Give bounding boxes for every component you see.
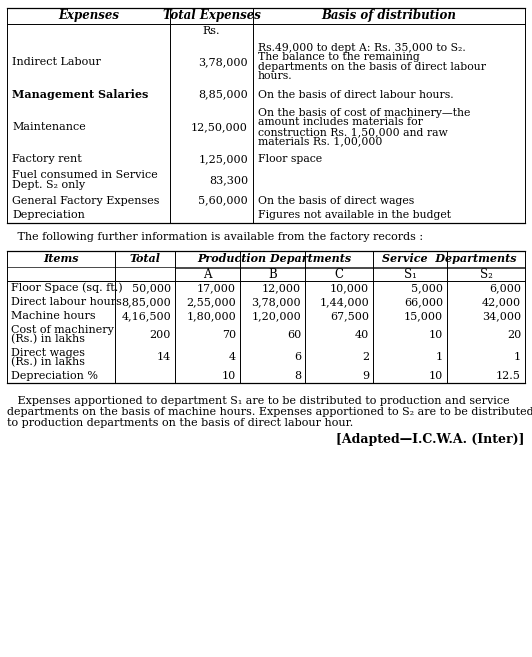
Text: 15,000: 15,000 bbox=[404, 311, 443, 321]
Text: 200: 200 bbox=[149, 330, 171, 340]
Text: On the basis of cost of machinery—the: On the basis of cost of machinery—the bbox=[258, 108, 470, 118]
Text: (Rs.) in lakhs: (Rs.) in lakhs bbox=[11, 357, 85, 367]
Text: 10: 10 bbox=[429, 330, 443, 340]
Text: materials Rs. 1,00,000: materials Rs. 1,00,000 bbox=[258, 136, 383, 147]
Text: Cost of machinery: Cost of machinery bbox=[11, 325, 114, 335]
Text: C: C bbox=[335, 267, 344, 281]
Text: 1: 1 bbox=[514, 353, 521, 363]
Text: Total: Total bbox=[129, 254, 161, 265]
Text: 6,000: 6,000 bbox=[489, 283, 521, 293]
Text: The following further information is available from the factory records :: The following further information is ava… bbox=[7, 232, 423, 242]
Text: 50,000: 50,000 bbox=[132, 283, 171, 293]
Text: 2: 2 bbox=[362, 353, 369, 363]
Text: 10: 10 bbox=[429, 371, 443, 381]
Text: Management Salaries: Management Salaries bbox=[12, 89, 148, 100]
Text: hours.: hours. bbox=[258, 71, 293, 81]
Text: Expenses apportioned to department S₁ are to be distributed to production and se: Expenses apportioned to department S₁ ar… bbox=[7, 396, 510, 406]
Text: 6: 6 bbox=[294, 353, 301, 363]
Text: 4,16,500: 4,16,500 bbox=[121, 311, 171, 321]
Text: Floor Space (sq. ft.): Floor Space (sq. ft.) bbox=[11, 283, 122, 293]
Text: The balance to the remaining: The balance to the remaining bbox=[258, 53, 420, 62]
Text: 1,20,000: 1,20,000 bbox=[251, 311, 301, 321]
Text: A: A bbox=[203, 267, 212, 281]
Text: Factory rent: Factory rent bbox=[12, 154, 82, 164]
Text: 8,85,000: 8,85,000 bbox=[198, 89, 248, 99]
Text: 34,000: 34,000 bbox=[482, 311, 521, 321]
Text: 60: 60 bbox=[287, 330, 301, 340]
Text: S₁: S₁ bbox=[404, 267, 417, 281]
Text: 17,000: 17,000 bbox=[197, 283, 236, 293]
Text: Service  Departments: Service Departments bbox=[382, 254, 516, 265]
Text: 83,300: 83,300 bbox=[209, 175, 248, 185]
Text: Figures not available in the budget: Figures not available in the budget bbox=[258, 210, 451, 221]
Text: Fuel consumed in Service: Fuel consumed in Service bbox=[12, 170, 158, 180]
Text: 5,000: 5,000 bbox=[411, 283, 443, 293]
Text: departments on the basis of direct labour: departments on the basis of direct labou… bbox=[258, 62, 486, 72]
Text: (Rs.) in lakhs: (Rs.) in lakhs bbox=[11, 334, 85, 344]
Text: 20: 20 bbox=[507, 330, 521, 340]
Text: 14: 14 bbox=[157, 353, 171, 363]
Text: amount includes materials for: amount includes materials for bbox=[258, 117, 423, 127]
Text: On the basis of direct wages: On the basis of direct wages bbox=[258, 196, 414, 206]
Text: 10,000: 10,000 bbox=[330, 283, 369, 293]
Text: B: B bbox=[268, 267, 277, 281]
Text: Items: Items bbox=[43, 254, 79, 265]
Text: Machine hours: Machine hours bbox=[11, 311, 96, 321]
Text: 1,25,000: 1,25,000 bbox=[198, 154, 248, 164]
Text: 3,78,000: 3,78,000 bbox=[198, 57, 248, 67]
Text: 1,80,000: 1,80,000 bbox=[186, 311, 236, 321]
Text: Total Expenses: Total Expenses bbox=[163, 9, 261, 22]
Text: 3,78,000: 3,78,000 bbox=[252, 297, 301, 307]
Text: Basis of distribution: Basis of distribution bbox=[321, 9, 456, 22]
Text: [Adapted—I.C.W.A. (Inter)]: [Adapted—I.C.W.A. (Inter)] bbox=[337, 433, 525, 446]
Text: 10: 10 bbox=[222, 371, 236, 381]
Text: 1,44,000: 1,44,000 bbox=[319, 297, 369, 307]
Text: Depreciation %: Depreciation % bbox=[11, 371, 98, 381]
Text: 70: 70 bbox=[222, 330, 236, 340]
Text: 8: 8 bbox=[294, 371, 301, 381]
Text: 42,000: 42,000 bbox=[482, 297, 521, 307]
Text: Production Departments: Production Departments bbox=[197, 254, 351, 265]
Text: Direct labour hours: Direct labour hours bbox=[11, 297, 122, 307]
Text: General Factory Expenses: General Factory Expenses bbox=[12, 196, 160, 206]
Text: Expenses: Expenses bbox=[58, 9, 119, 22]
Text: 2,55,000: 2,55,000 bbox=[186, 297, 236, 307]
Text: Direct wages: Direct wages bbox=[11, 348, 85, 358]
Text: Floor space: Floor space bbox=[258, 154, 322, 164]
Text: construction Rs. 1,50,000 and raw: construction Rs. 1,50,000 and raw bbox=[258, 127, 448, 137]
Text: 9: 9 bbox=[362, 371, 369, 381]
Text: 5,60,000: 5,60,000 bbox=[198, 196, 248, 206]
Text: 12.5: 12.5 bbox=[496, 371, 521, 381]
Text: to production departments on the basis of direct labour hour.: to production departments on the basis o… bbox=[7, 418, 353, 428]
Text: 40: 40 bbox=[355, 330, 369, 340]
Text: Rs.49,000 to dept A: Rs. 35,000 to S₂.: Rs.49,000 to dept A: Rs. 35,000 to S₂. bbox=[258, 43, 466, 53]
Text: Dept. S₂ only: Dept. S₂ only bbox=[12, 180, 85, 190]
Text: departments on the basis of machine hours. Expenses apportioned to S₂ are to be : departments on the basis of machine hour… bbox=[7, 407, 532, 417]
Text: 1: 1 bbox=[436, 353, 443, 363]
Text: 12,000: 12,000 bbox=[262, 283, 301, 293]
Text: Rs.: Rs. bbox=[203, 26, 220, 35]
Text: 66,000: 66,000 bbox=[404, 297, 443, 307]
Text: 67,500: 67,500 bbox=[330, 311, 369, 321]
Text: Indirect Labour: Indirect Labour bbox=[12, 57, 101, 67]
Text: Depreciation: Depreciation bbox=[12, 210, 85, 221]
Text: S₂: S₂ bbox=[479, 267, 493, 281]
Text: 12,50,000: 12,50,000 bbox=[191, 122, 248, 132]
Text: On the basis of direct labour hours.: On the basis of direct labour hours. bbox=[258, 89, 454, 99]
Text: 4: 4 bbox=[229, 353, 236, 363]
Text: 8,85,000: 8,85,000 bbox=[121, 297, 171, 307]
Text: Maintenance: Maintenance bbox=[12, 122, 86, 132]
